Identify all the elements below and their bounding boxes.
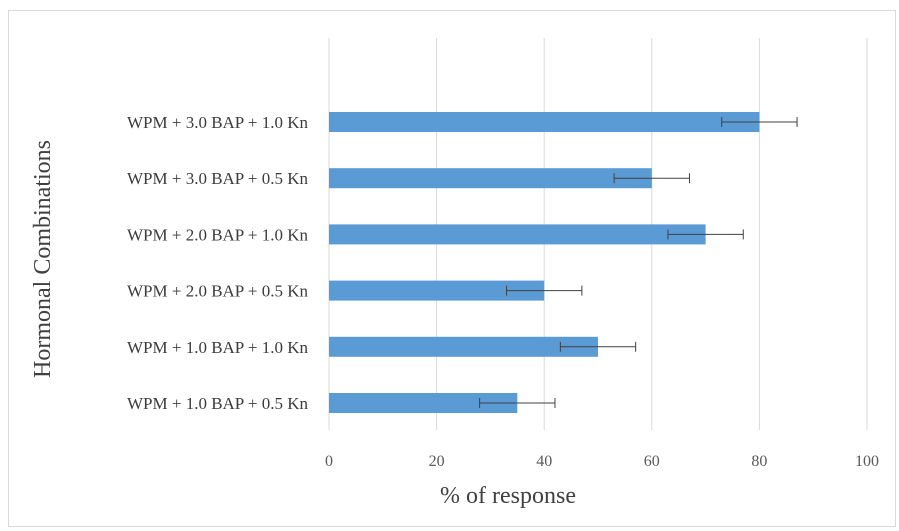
category-label: WPM + 2.0 BAP + 1.0 Kn bbox=[127, 225, 309, 244]
error-bar bbox=[613, 173, 690, 184]
bar bbox=[329, 393, 518, 413]
x-tick-label: 40 bbox=[536, 453, 552, 470]
x-tick-label: 60 bbox=[644, 453, 660, 470]
error-bar bbox=[479, 398, 556, 408]
bar bbox=[329, 168, 652, 189]
bar bbox=[329, 280, 545, 301]
category-label: WPM + 1.0 BAP + 1.0 Kn bbox=[127, 338, 309, 357]
category-label: WPM + 2.0 BAP + 0.5 Kn bbox=[127, 282, 309, 301]
error-bar bbox=[667, 229, 744, 240]
x-axis-title: % of response bbox=[440, 483, 576, 509]
category-label: WPM + 1.0 BAP + 0.5 Kn bbox=[127, 394, 309, 413]
x-tick-label: 0 bbox=[325, 453, 333, 470]
bar bbox=[329, 224, 706, 245]
error-bar bbox=[721, 117, 798, 127]
gridlines bbox=[328, 38, 868, 430]
bar bbox=[329, 112, 760, 132]
bar bbox=[329, 336, 598, 357]
chart-frame bbox=[8, 10, 896, 527]
error-bar bbox=[506, 285, 583, 296]
y-axis-title: Hormonal Combinations bbox=[30, 140, 56, 378]
error-bars bbox=[479, 117, 798, 408]
x-tick-label: 80 bbox=[751, 453, 767, 470]
error-bar bbox=[559, 341, 637, 352]
category-label: WPM + 3.0 BAP + 0.5 Kn bbox=[127, 169, 309, 188]
x-tick-label: 100 bbox=[855, 453, 879, 470]
x-tick-labels: 0 20 40 60 80 100 bbox=[325, 453, 879, 470]
x-tick-label: 20 bbox=[429, 453, 445, 470]
category-labels: WPM + 3.0 BAP + 1.0 Kn WPM + 3.0 BAP + 0.… bbox=[127, 113, 309, 413]
category-label: WPM + 3.0 BAP + 1.0 Kn bbox=[127, 113, 309, 132]
bars bbox=[329, 112, 760, 413]
